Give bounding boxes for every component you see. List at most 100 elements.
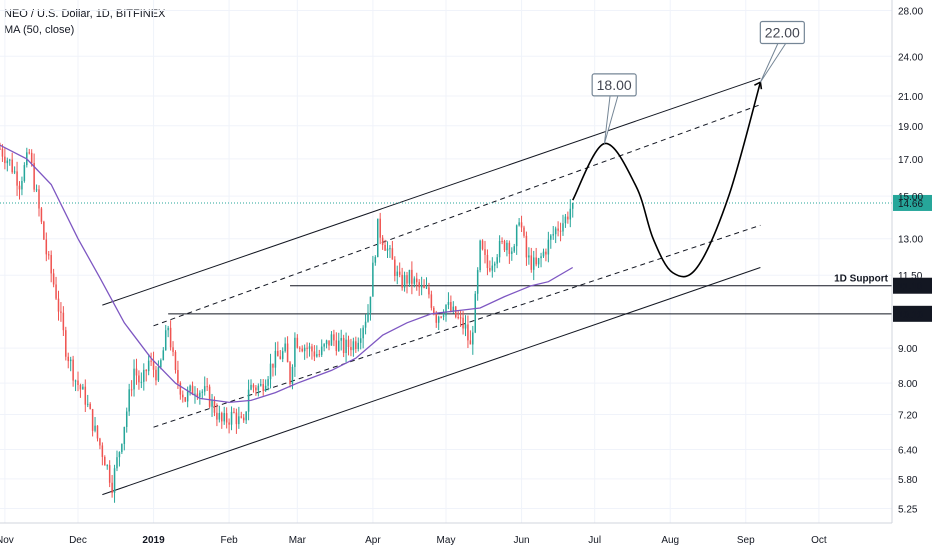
- candle-body: [425, 287, 428, 289]
- candle-body: [301, 348, 303, 352]
- target-box: [591, 73, 637, 97]
- candle-body: [328, 340, 330, 346]
- x-tick-label: Mar: [289, 535, 307, 546]
- candle-body: [506, 242, 508, 251]
- candle-body: [289, 362, 291, 385]
- candle-body: [401, 274, 403, 288]
- y-tick-label: 13.00: [898, 235, 923, 246]
- candle-body: [540, 256, 542, 259]
- candle-body: [250, 384, 252, 390]
- candle-body: [291, 366, 294, 385]
- candle-body: [408, 269, 411, 284]
- candle-body: [216, 412, 218, 420]
- target-pointer: [603, 94, 619, 144]
- candle-body: [35, 189, 38, 191]
- candle-body: [169, 327, 172, 348]
- candle-body: [503, 241, 506, 251]
- candle-body: [8, 159, 11, 161]
- candle-body: [128, 389, 130, 412]
- channel-mid-lower: [153, 224, 761, 428]
- candle-body: [113, 468, 116, 493]
- candle-body: [545, 251, 547, 255]
- candle-body: [182, 394, 184, 398]
- x-tick-label: May: [437, 535, 456, 546]
- candle-body: [272, 363, 274, 368]
- candle-body: [55, 284, 57, 299]
- candle-body: [65, 330, 67, 357]
- candle-body: [559, 230, 562, 232]
- x-tick-label: Oct: [811, 535, 827, 546]
- candle-body: [284, 343, 286, 352]
- candle-body: [562, 223, 564, 232]
- candle-body: [238, 416, 240, 425]
- y-tick-label: 24.00: [898, 52, 923, 63]
- support-label: 1D Support: [834, 274, 889, 285]
- y-tick-label: 7.20: [898, 411, 918, 422]
- candle-body: [518, 222, 520, 226]
- candle-body: [379, 218, 381, 238]
- x-tick-label: 2019: [142, 535, 165, 546]
- candle-body: [179, 382, 182, 395]
- candle-body: [474, 293, 477, 333]
- y-tick-label: 28.00: [898, 6, 923, 17]
- candle-body: [569, 208, 572, 220]
- candle-body: [350, 347, 352, 351]
- candle-body: [77, 380, 79, 385]
- y-tick-label: 11.50: [898, 271, 923, 282]
- candle-body: [277, 350, 279, 357]
- candle-body: [469, 340, 472, 345]
- candle-body: [264, 385, 267, 391]
- candles: [0, 142, 574, 503]
- candle-body: [433, 307, 435, 314]
- candle-body: [484, 249, 486, 255]
- candle-body: [143, 369, 145, 382]
- candle-body: [79, 384, 82, 390]
- candle-body: [279, 356, 282, 359]
- y-tick-label: 5.80: [898, 475, 918, 486]
- symbol-title: NEO / U.S. Dollar, 1D, BITFINEX: [4, 8, 166, 20]
- candle-body: [267, 379, 269, 386]
- candle-body: [164, 330, 167, 351]
- candle-body: [240, 416, 243, 418]
- candle-body: [394, 259, 396, 277]
- candle-body: [464, 324, 467, 329]
- candle-body: [116, 457, 118, 469]
- candle-body: [359, 338, 362, 343]
- candle-body: [445, 304, 447, 316]
- candle-body: [11, 159, 13, 173]
- candle-body: [316, 354, 318, 357]
- candle-body: [160, 360, 162, 368]
- candle-body: [571, 202, 574, 209]
- candle-body: [123, 426, 126, 445]
- candle-body: [23, 165, 26, 181]
- candle-body: [6, 160, 9, 164]
- candle-body: [218, 413, 221, 420]
- candle-body: [364, 321, 367, 328]
- candle-body: [550, 235, 552, 240]
- candle-body: [47, 254, 50, 256]
- candle-body: [381, 237, 384, 245]
- candle-body: [525, 235, 528, 258]
- candle-body: [108, 465, 111, 483]
- candle-body: [462, 317, 464, 329]
- candle-body: [479, 240, 481, 271]
- candle-body: [486, 254, 489, 269]
- candle-body: [242, 417, 245, 421]
- level-tag-label: 10.10: [898, 310, 923, 321]
- indicator-title: MA (50, close): [4, 24, 75, 36]
- candle-body: [230, 411, 233, 425]
- candle-body: [452, 306, 455, 311]
- candle-body: [308, 346, 311, 349]
- channel-mid-upper: [153, 104, 761, 327]
- candle-body: [299, 347, 301, 349]
- candle-body: [152, 360, 155, 370]
- moving-average: [0, 144, 574, 404]
- candle-body: [67, 356, 69, 362]
- candle-body: [352, 341, 355, 351]
- candle-body: [320, 346, 323, 355]
- candle-body: [440, 316, 442, 318]
- level-tag: [893, 277, 932, 294]
- candle-body: [167, 327, 169, 331]
- candle-body: [547, 239, 550, 255]
